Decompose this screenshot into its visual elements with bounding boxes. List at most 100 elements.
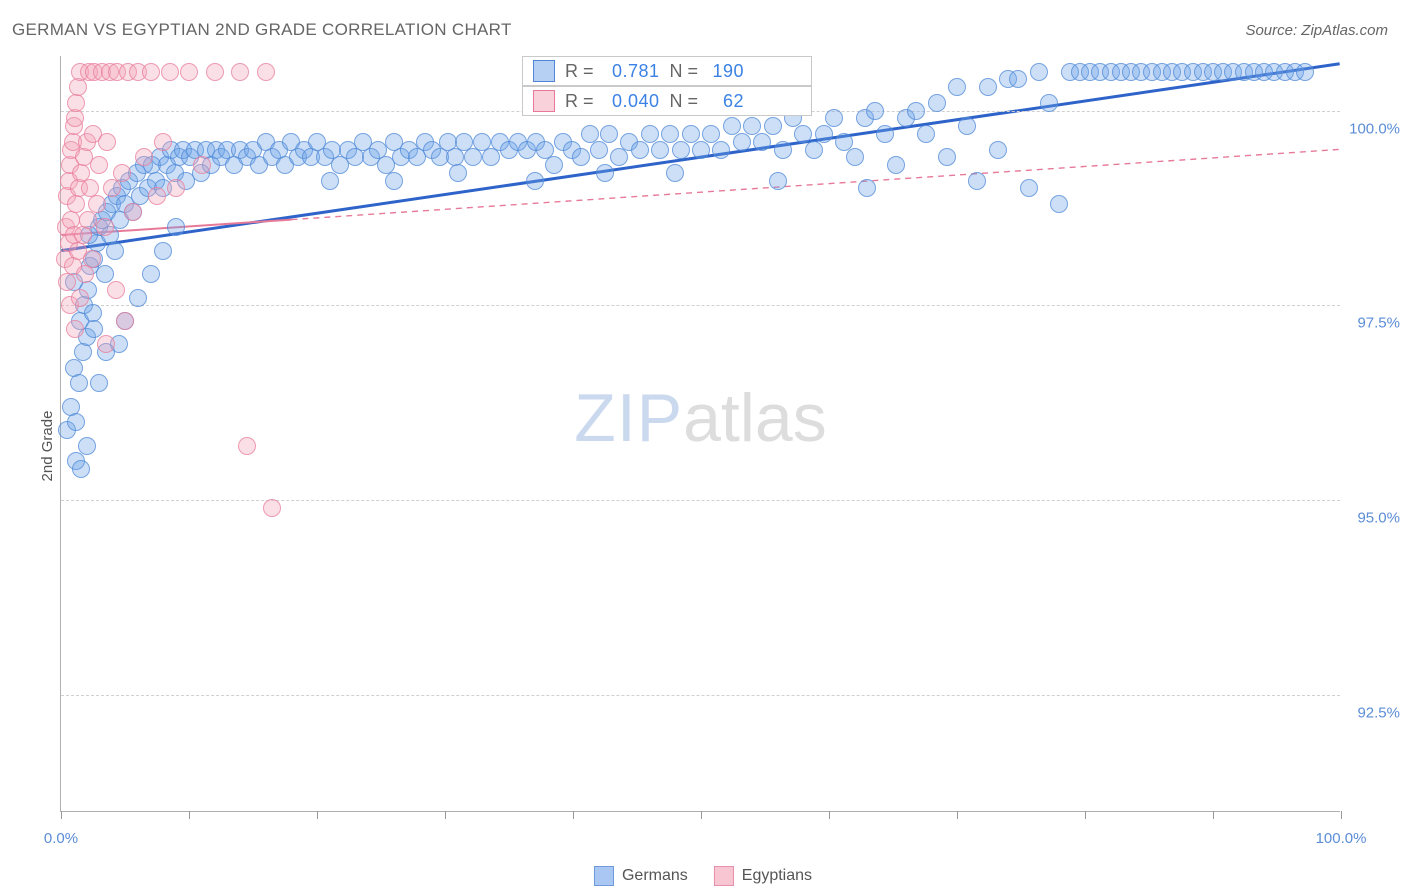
data-point [90,156,108,174]
data-point [106,242,124,260]
data-point [545,156,563,174]
data-point [385,172,403,190]
legend-item: Egyptians [714,866,812,886]
data-point [805,141,823,159]
data-point [917,125,935,143]
data-point [948,78,966,96]
x-tick [1213,811,1214,819]
data-point [887,156,905,174]
legend-swatch [594,866,614,886]
y-tick-label: 97.5% [1357,315,1400,332]
data-point [71,289,89,307]
data-point [753,133,771,151]
data-point [1020,179,1038,197]
x-tick [829,811,830,819]
data-point [193,156,211,174]
data-point [610,148,628,166]
data-point [161,63,179,81]
data-point [712,141,730,159]
data-point [858,179,876,197]
data-point [96,265,114,283]
data-point [989,141,1007,159]
data-point [79,211,97,229]
data-point [67,94,85,112]
data-point [815,125,833,143]
gridline [61,500,1340,501]
data-point [482,148,500,166]
data-point [774,141,792,159]
data-point [464,148,482,166]
data-point [154,242,172,260]
x-tick [1341,811,1342,819]
stats-box: R =0.781N =190 [522,56,812,86]
data-point [116,312,134,330]
data-point [928,94,946,112]
data-point [769,172,787,190]
x-tick [701,811,702,819]
legend-item: Germans [594,866,688,886]
x-tick [445,811,446,819]
data-point [1040,94,1058,112]
y-axis-label: 2nd Grade [39,411,56,482]
data-point [764,117,782,135]
data-point [135,148,153,166]
stat-r-value: 0.781 [604,61,660,82]
data-point [70,374,88,392]
data-point [596,164,614,182]
data-point [154,133,172,151]
data-point [107,281,125,299]
data-point [76,265,94,283]
data-point [97,335,115,353]
data-point [666,164,684,182]
data-point [1050,195,1068,213]
watermark-zip: ZIP [574,380,683,456]
data-point [74,226,92,244]
data-point [78,437,96,455]
legend-label: Egyptians [742,867,812,885]
legend-label: Germans [622,867,688,885]
data-point [449,164,467,182]
data-point [1030,63,1048,81]
data-point [83,250,101,268]
x-tick-label: 100.0% [1316,830,1367,847]
data-point [651,141,669,159]
legend: Germans Egyptians [594,866,812,886]
stat-r-label: R = [565,91,594,112]
data-point [58,273,76,291]
data-point [67,195,85,213]
data-point [263,499,281,517]
stat-n-label: N = [670,61,699,82]
data-point [148,187,166,205]
data-point [113,164,131,182]
data-point [958,117,976,135]
data-point [74,343,92,361]
data-point [206,63,224,81]
data-point [124,203,142,221]
data-point [98,133,116,151]
series-swatch [533,60,555,82]
x-tick [189,811,190,819]
data-point [103,179,121,197]
x-tick [317,811,318,819]
watermark: ZIPatlas [574,379,826,457]
watermark-atlas: atlas [683,380,827,456]
series-swatch [533,90,555,112]
data-point [69,78,87,96]
stats-box: R =0.040N =62 [522,86,812,116]
gridline [61,305,1340,306]
data-point [142,265,160,283]
legend-swatch [714,866,734,886]
data-point [590,141,608,159]
data-point [321,172,339,190]
data-point [1009,70,1027,88]
stat-n-value: 190 [708,61,744,82]
data-point [180,63,198,81]
data-point [631,141,649,159]
data-point [67,413,85,431]
x-tick [1085,811,1086,819]
data-point [968,172,986,190]
y-tick-label: 95.0% [1357,510,1400,527]
data-point [733,133,751,151]
data-point [66,320,84,338]
data-point [876,125,894,143]
